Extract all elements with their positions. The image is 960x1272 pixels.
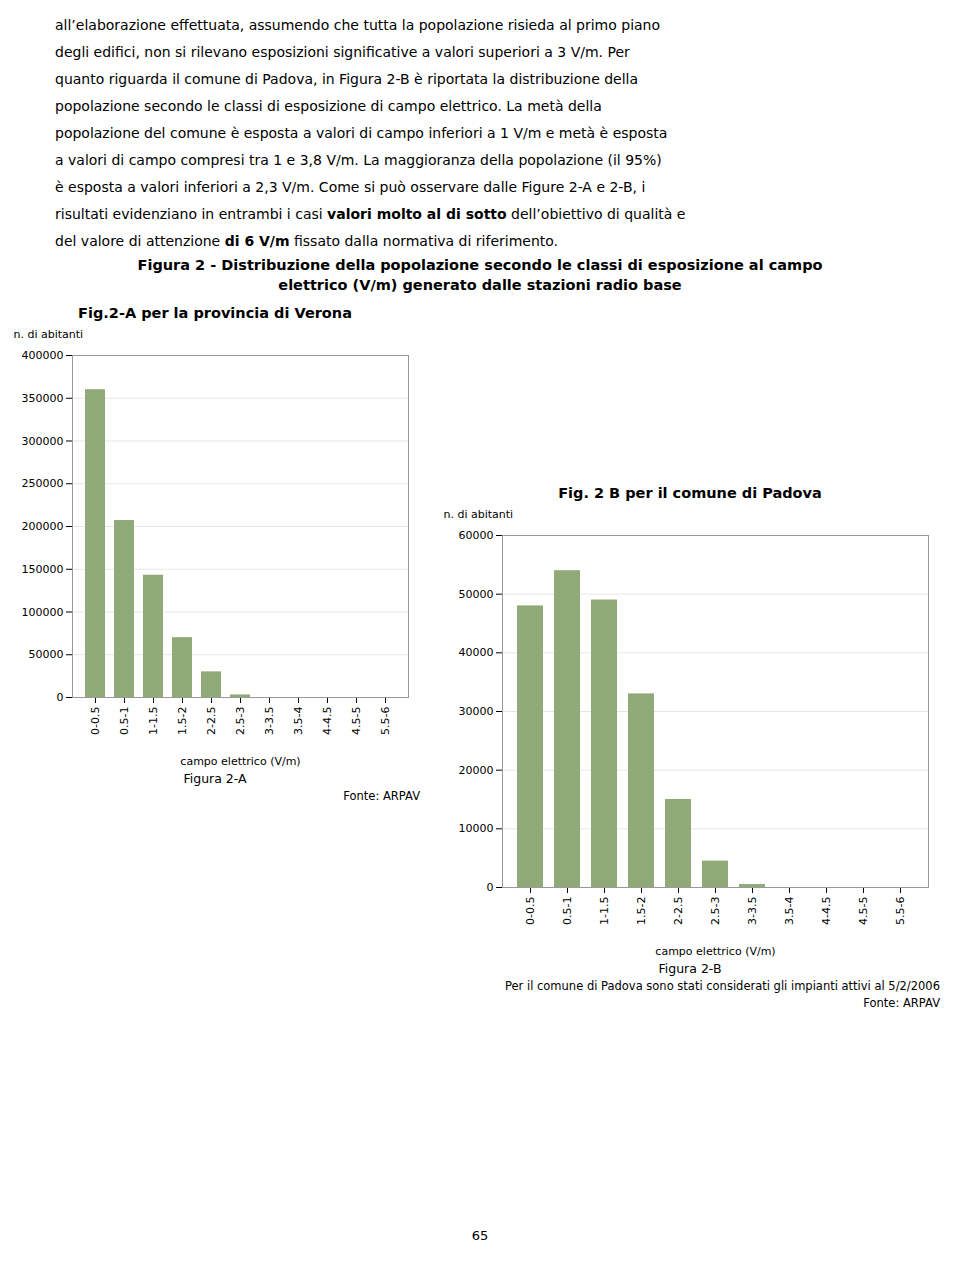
svg-text:300000: 300000 [22, 435, 64, 448]
svg-text:campo elettrico (V/m): campo elettrico (V/m) [655, 945, 775, 958]
svg-text:2.5-3: 2.5-3 [234, 707, 247, 735]
svg-text:50000: 50000 [459, 588, 494, 601]
html-text:è esposta a valori inferiori a: è esposta a valori inferiori a 2,3 V/m. … [55, 179, 646, 195]
svg-text:4.5-5: 4.5-5 [857, 897, 870, 925]
svg-text:0: 0 [487, 881, 494, 894]
html-text:quanto riguarda il comune di P: quanto riguarda il comune di Padova, in … [55, 71, 639, 87]
svg-text:0-0.5: 0-0.5 [524, 897, 537, 925]
svg-text:30000: 30000 [459, 705, 494, 718]
svg-text:1.5-2: 1.5-2 [176, 707, 189, 735]
svg-text:1.5-2: 1.5-2 [635, 897, 648, 925]
svg-text:10000: 10000 [459, 822, 494, 835]
svg-text:0.5-1: 0.5-1 [118, 707, 131, 735]
svg-text:1-1.5: 1-1.5 [147, 707, 160, 735]
svg-text:350000: 350000 [22, 392, 64, 405]
svg-text:20000: 20000 [459, 764, 494, 777]
svg-text:3-3.5: 3-3.5 [746, 897, 759, 925]
html-text:elettrico (V/m) generato dalle: elettrico (V/m) generato dalle stazioni … [278, 277, 682, 293]
html-text:Fonte: ARPAV: Fonte: ARPAV [863, 996, 940, 1010]
svg-text:200000: 200000 [22, 520, 64, 533]
html-text:Fig. 2 B per il comune di Pado: Fig. 2 B per il comune di Padova [558, 485, 822, 501]
html-text:Figura 2-B: Figura 2-B [658, 961, 722, 976]
html-text:del valore di attenzione di 6: del valore di attenzione di 6 V/m fissat… [55, 233, 559, 249]
svg-text:campo elettrico (V/m): campo elettrico (V/m) [180, 755, 300, 768]
svg-text:2.5-3: 2.5-3 [709, 897, 722, 925]
svg-text:150000: 150000 [22, 563, 64, 576]
svg-text:60000: 60000 [459, 529, 494, 542]
svg-text:3.5-4: 3.5-4 [783, 897, 796, 925]
svg-text:50000: 50000 [29, 648, 64, 661]
svg-text:5.5-6: 5.5-6 [379, 707, 392, 735]
svg-text:4-4.5: 4-4.5 [820, 897, 833, 925]
svg-text:250000: 250000 [22, 477, 64, 490]
html-text:popolazione secondo le classi: popolazione secondo le classi di esposiz… [55, 98, 602, 114]
svg-text:4-4.5: 4-4.5 [321, 707, 334, 735]
svg-text:0.5-1: 0.5-1 [561, 897, 574, 925]
svg-text:0-0.5: 0-0.5 [89, 707, 102, 735]
svg-text:2-2.5: 2-2.5 [205, 707, 218, 735]
html-text:Per il comune di Padova sono s: Per il comune di Padova sono stati consi… [505, 979, 940, 993]
html-text:65: 65 [471, 1228, 489, 1243]
svg-text:4.5-5: 4.5-5 [350, 707, 363, 735]
svg-text:3-3.5: 3-3.5 [263, 707, 276, 735]
html-text:all’elaborazione effettuata, a: all’elaborazione effettuata, assumendo c… [55, 17, 661, 33]
svg-text:5.5-6: 5.5-6 [894, 897, 907, 925]
svg-text:n. di abitanti: n. di abitanti [444, 508, 514, 521]
html-text:popolazione del comune è espos: popolazione del comune è esposta a valor… [55, 125, 668, 141]
html-text:Figura 2 - Distribuzione della: Figura 2 - Distribuzione della popolazio… [137, 257, 823, 273]
svg-text:100000: 100000 [22, 606, 64, 619]
html-text:Figura 2-A: Figura 2-A [183, 771, 247, 786]
html-text:risultati evidenziano in entra: risultati evidenziano in entrambi i casi… [55, 206, 686, 222]
svg-text:3.5-4: 3.5-4 [292, 707, 305, 735]
svg-text:400000: 400000 [22, 349, 64, 362]
html-text:Fig.2-A per la provincia di Ve: Fig.2-A per la provincia di Verona [78, 305, 352, 321]
svg-text:0: 0 [57, 691, 64, 704]
svg-text:40000: 40000 [459, 646, 494, 659]
svg-text:n. di abitanti: n. di abitanti [14, 328, 84, 341]
svg-text:2-2.5: 2-2.5 [672, 897, 685, 925]
html-text:Fonte: ARPAV: Fonte: ARPAV [343, 789, 420, 803]
svg-text:1-1.5: 1-1.5 [598, 897, 611, 925]
html-text:a valori di campo compresi tra: a valori di campo compresi tra 1 e 3,8 V… [55, 152, 662, 168]
html-text:degli edifici, non si rilevano: degli edifici, non si rilevano esposizio… [55, 44, 630, 60]
